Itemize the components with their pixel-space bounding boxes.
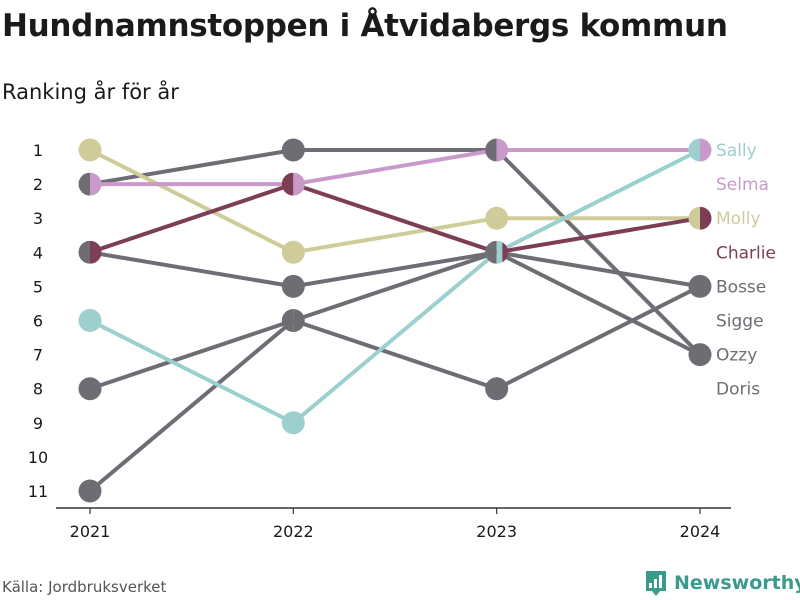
point-molly <box>485 206 509 230</box>
point-bosse <box>688 343 700 367</box>
legend-labels: Sally Selma Molly Charlie Bosse Sigge Ozzy Dori… <box>716 141 776 400</box>
y-tick-label: 7 <box>33 346 43 365</box>
series-line-bosse <box>88 250 702 357</box>
y-tick-label: 5 <box>33 277 43 296</box>
y-tick-label: 8 <box>33 380 43 399</box>
legend-label-bosse: Bosse <box>716 277 766 297</box>
point-doris <box>485 377 509 401</box>
point-ozzy <box>281 138 305 162</box>
point-molly <box>281 240 305 264</box>
point-sally <box>281 411 305 435</box>
legend-label-sally: Sally <box>716 141 757 161</box>
y-tick-label: 3 <box>33 209 43 228</box>
series-line-ozzy <box>88 148 702 357</box>
point-bosse <box>490 240 497 264</box>
point-sally <box>78 309 102 332</box>
legend-label-molly: Molly <box>716 209 761 229</box>
x-tick-label: 2022 <box>273 522 314 541</box>
legend-label-selma: Selma <box>716 175 769 195</box>
chart-subtitle: Ranking år för år <box>2 80 179 104</box>
point-sally <box>496 240 503 264</box>
series-line-charlie <box>88 182 702 255</box>
brand-logo: Newsworthy <box>644 569 800 597</box>
series-line-selma <box>88 148 702 187</box>
point-doris <box>78 377 102 401</box>
point-sally <box>688 138 700 162</box>
y-axis: 1 2 3 4 5 6 7 8 9 10 11 <box>28 141 48 501</box>
point-bosse <box>281 274 305 298</box>
point-bosse <box>78 240 90 264</box>
x-tick-label: 2024 <box>680 522 721 541</box>
point-charlie <box>281 172 294 196</box>
point-sigge <box>78 479 102 503</box>
series-points <box>78 138 712 503</box>
source-note: Källa: Jordbruksverket <box>2 578 167 596</box>
point-charlie <box>700 206 712 230</box>
legend-label-ozzy: Ozzy <box>716 346 757 366</box>
y-tick-label: 4 <box>33 243 43 262</box>
y-tick-label: 6 <box>33 312 43 331</box>
y-tick-label: 1 <box>33 141 43 160</box>
point-sigge <box>281 309 294 332</box>
y-tick-label: 9 <box>33 414 43 433</box>
point-selma <box>496 138 509 162</box>
point-charlie <box>502 242 509 263</box>
y-tick-label: 10 <box>28 448 48 467</box>
x-tick-label: 2023 <box>476 522 517 541</box>
point-charlie <box>90 240 102 264</box>
series-line-sally <box>88 148 702 425</box>
x-axis: 2021 2022 2023 2024 <box>56 507 731 541</box>
series-line-doris <box>88 284 702 391</box>
y-tick-label: 2 <box>33 175 43 194</box>
point-sigge <box>688 274 700 298</box>
point-molly <box>688 206 700 230</box>
point-ozzy <box>700 343 712 367</box>
series-line-sigge <box>88 250 702 493</box>
point-selma <box>700 138 712 162</box>
point-sigge <box>485 242 491 263</box>
point-doris <box>293 309 305 332</box>
series-line-molly <box>88 148 702 255</box>
y-tick-label: 11 <box>28 482 48 501</box>
point-ozzy <box>78 172 90 196</box>
point-selma <box>90 172 102 196</box>
point-doris <box>700 274 712 298</box>
point-molly <box>78 138 102 162</box>
legend-label-doris: Doris <box>716 380 760 400</box>
legend-label-charlie: Charlie <box>716 243 776 263</box>
brand-name: Newsworthy <box>674 572 800 594</box>
series-lines <box>88 148 702 493</box>
legend-label-sigge: Sigge <box>716 312 764 332</box>
chart-title: Hundnamnstoppen i Åtvidabergs kommun <box>2 8 728 44</box>
point-ozzy <box>485 138 497 162</box>
x-tick-label: 2021 <box>70 522 111 541</box>
newsworthy-logo-icon <box>646 571 666 596</box>
point-selma <box>293 172 305 196</box>
